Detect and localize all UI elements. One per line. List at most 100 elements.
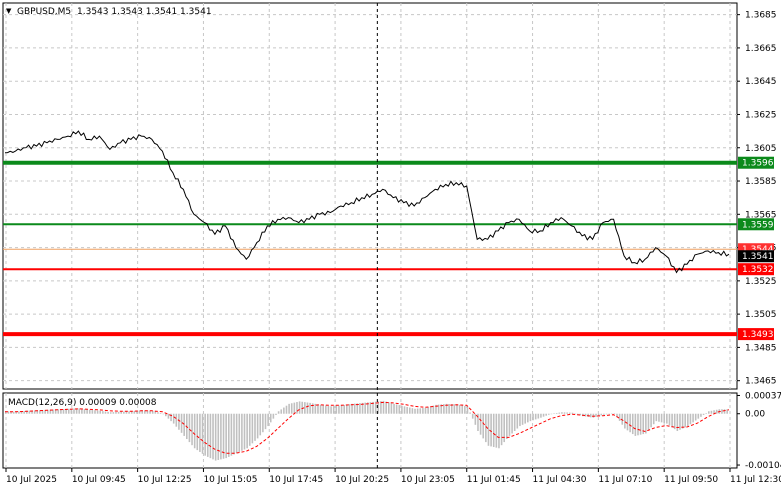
y-tick-label: 1.3665 <box>745 44 777 54</box>
macd-bar <box>267 413 269 427</box>
macd-bar <box>469 412 471 414</box>
macd-bar <box>419 408 422 414</box>
macd-bar <box>624 413 626 429</box>
macd-bar <box>275 413 277 415</box>
macd-bar <box>209 413 212 459</box>
macd-bar <box>471 413 474 419</box>
macd-bar <box>346 404 348 414</box>
x-tick-label: 10 Jul 12:25 <box>138 475 192 485</box>
macd-bar <box>18 411 20 414</box>
macd-bar <box>338 405 340 414</box>
macd-bar <box>136 410 138 414</box>
macd-bar <box>516 413 519 429</box>
macd-bar <box>343 404 345 414</box>
macd-bar <box>464 405 466 414</box>
macd-bar <box>193 413 196 449</box>
macd-bar <box>608 413 610 415</box>
macd-bar <box>603 413 605 415</box>
macd-bar <box>440 404 443 414</box>
macd-bar <box>558 412 561 414</box>
macd-bar <box>461 405 464 414</box>
macd-bar <box>506 413 508 440</box>
macd-bar <box>251 413 254 444</box>
macd-bar <box>288 403 290 414</box>
macd-bar <box>361 402 364 414</box>
macd-bar <box>125 411 128 414</box>
macd-bar <box>109 412 112 414</box>
macd-bar <box>655 413 658 422</box>
macd-bar <box>414 408 416 414</box>
macd-bar <box>589 413 592 418</box>
macd-bar <box>477 413 479 431</box>
macd-bar <box>293 402 296 414</box>
macd-bar <box>671 413 673 428</box>
macd-bar <box>708 411 710 414</box>
macd-bar <box>626 413 629 431</box>
macd-y-tick-label: 0.00037 <box>745 391 781 401</box>
macd-bar <box>645 413 647 434</box>
macd-bar <box>277 411 280 414</box>
macd-bar <box>67 408 70 414</box>
macd-y-tick-label: 0.00 <box>745 410 765 420</box>
level-badge-bg <box>738 156 774 169</box>
macd-bar <box>513 413 516 431</box>
macd-bar <box>243 413 246 450</box>
macd-bar <box>306 402 309 414</box>
y-tick-label: 1.3685 <box>745 11 777 21</box>
macd-bar <box>673 413 676 430</box>
macd-bar <box>597 413 600 417</box>
macd-y-tick-label: -0.00104 <box>745 461 781 471</box>
y-tick-label: 1.3625 <box>745 110 777 120</box>
macd-bar <box>248 413 251 446</box>
macd-bar <box>311 403 314 414</box>
price-series-line <box>4 130 730 274</box>
macd-bar <box>165 413 167 417</box>
macd-bar <box>424 407 427 414</box>
macd-bar <box>723 409 726 414</box>
macd-bar <box>568 412 571 414</box>
macd-bar <box>482 413 485 439</box>
macd-bar <box>637 413 639 436</box>
macd-bar <box>123 411 125 414</box>
macd-bar <box>206 413 209 457</box>
macd-bar <box>144 410 146 414</box>
macd-bar <box>584 413 587 417</box>
macd-bar <box>256 413 259 439</box>
macd-bar <box>710 410 713 414</box>
macd-signal-path <box>5 401 730 454</box>
macd-bar <box>364 402 366 414</box>
level-badge-label: 1.3559 <box>742 220 774 230</box>
macd-bar <box>684 413 687 428</box>
macd-bar <box>453 404 456 414</box>
macd-bar <box>456 404 458 414</box>
macd-bar <box>62 409 65 414</box>
macd-bar <box>138 410 141 414</box>
macd-bar <box>408 407 411 414</box>
x-tick-label: 11 Jul 07:10 <box>598 475 652 485</box>
macd-bar <box>492 413 495 448</box>
macd-bar <box>571 412 574 414</box>
macd-bar <box>443 404 445 414</box>
time-axis[interactable]: 10 Jul 2025 10 Jul 09:45 10 Jul 12:25 10 Ju… <box>5 468 781 485</box>
x-tick-label: 10 Jul 15:05 <box>203 475 257 485</box>
macd-bar <box>65 408 67 414</box>
macd-bar <box>52 409 54 414</box>
macd-bar <box>25 410 28 414</box>
macd-bar <box>367 402 369 414</box>
y-tick-label: 1.3585 <box>745 177 777 187</box>
macd-bar <box>532 413 534 421</box>
dropdown-triangle-icon[interactable]: ▼ <box>6 7 12 15</box>
main-chart-frame <box>2 2 738 390</box>
macd-bar <box>495 413 498 448</box>
macd-bar <box>660 413 663 423</box>
macd-axis[interactable]: 0.00037 0.00 -0.00104 <box>737 391 781 471</box>
macd-bar <box>102 411 104 414</box>
macd-bar <box>561 412 563 414</box>
macd-bar <box>233 413 235 455</box>
macd-bar <box>15 411 18 414</box>
macd-bar <box>403 406 406 414</box>
macd-bar <box>540 413 542 418</box>
macd-bar <box>332 406 335 414</box>
